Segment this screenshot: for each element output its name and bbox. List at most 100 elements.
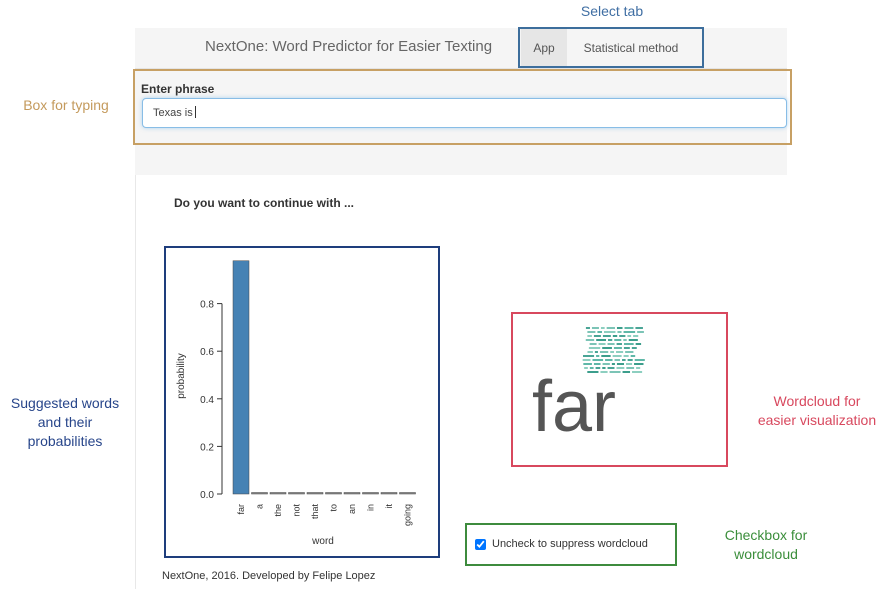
bar-it xyxy=(380,492,398,495)
wordcloud-small-word xyxy=(602,335,611,337)
wordcloud-highlight-box xyxy=(511,312,728,467)
panel-divider xyxy=(135,175,136,589)
y-tick-label: 0.4 xyxy=(200,395,214,406)
bar-in xyxy=(362,492,379,495)
typing-highlight-box xyxy=(133,69,792,145)
wordcloud-small-word xyxy=(616,351,624,353)
x-tick-label-in: in xyxy=(366,504,376,511)
wordcloud-checkbox-row[interactable]: Uncheck to suppress wordcloud xyxy=(475,538,648,550)
annot-checkbox: Checkbox for wordcloud xyxy=(724,527,808,562)
wordcloud-small-word xyxy=(608,339,613,341)
wordcloud-small-word xyxy=(585,327,590,329)
y-tick-label: 0.2 xyxy=(200,442,214,453)
wordcloud-small-word xyxy=(607,343,615,345)
wordcloud-small-word xyxy=(616,363,625,365)
wordcloud-small-word xyxy=(589,343,597,345)
wordcloud-small-word xyxy=(606,327,615,329)
wordcloud-small-word xyxy=(635,327,643,329)
wordcloud-small-word xyxy=(622,371,631,373)
wordcloud-small-word xyxy=(627,359,633,361)
wordcloud-small-word xyxy=(628,339,638,341)
wordcloud-small-word xyxy=(587,335,592,337)
wordcloud-small-word xyxy=(612,355,622,357)
wordcloud-small-word xyxy=(616,327,623,329)
wordcloud-main-word: far xyxy=(532,367,616,447)
wordcloud-small-word xyxy=(626,367,635,369)
wordcloud-small-word xyxy=(627,335,632,337)
wordcloud-small-word xyxy=(617,331,622,333)
wordcloud-small-word xyxy=(616,367,625,369)
wordcloud-small-word xyxy=(622,359,626,361)
bar-going xyxy=(399,492,416,495)
wordcloud-small-word xyxy=(604,331,616,333)
wordcloud-small-word xyxy=(614,339,622,341)
wordcloud-small-word xyxy=(602,363,610,365)
x-tick-label-the: the xyxy=(273,504,283,517)
wordcloud-checkbox-label[interactable]: Uncheck to suppress wordcloud xyxy=(492,538,648,550)
x-tick-label-going: going xyxy=(403,504,413,526)
wordcloud-small-word xyxy=(626,363,633,365)
bar-an xyxy=(343,492,361,495)
x-tick-label-a: a xyxy=(255,504,265,509)
annot-wordcloud: Wordcloud for easier visualization xyxy=(757,393,877,428)
checkbox-highlight-box xyxy=(465,523,677,566)
bar-that xyxy=(306,492,324,495)
wordcloud-small-word xyxy=(596,339,607,341)
y-axis-label: probability xyxy=(176,353,187,399)
wordcloud-small-word xyxy=(634,359,645,361)
wordcloud-small-word xyxy=(600,371,608,373)
wordcloud-small-word xyxy=(601,355,611,357)
continue-question: Do you want to continue with ... xyxy=(174,196,354,210)
x-tick-label-not: not xyxy=(292,504,302,517)
wordcloud-small-word xyxy=(593,335,601,337)
wordcloud-small-word xyxy=(634,363,644,365)
tab-app[interactable]: App xyxy=(521,28,567,68)
wordcloud-small-word xyxy=(623,347,630,349)
wordcloud-small-word xyxy=(632,371,643,373)
bar-not xyxy=(288,492,305,495)
y-tick-label: 0.8 xyxy=(200,300,214,311)
x-tick-label-it: it xyxy=(384,504,394,509)
wordcloud-small-word xyxy=(616,343,622,345)
wordcloud-small-word xyxy=(600,327,605,329)
wordcloud-small-word xyxy=(594,351,598,353)
footer-text: NextOne, 2016. Developed by Felipe Lopez xyxy=(162,570,376,582)
wordcloud-small-word xyxy=(583,355,595,357)
wordcloud-small-word xyxy=(623,343,634,345)
wordcloud-small-word xyxy=(613,347,622,349)
wordcloud-small-word xyxy=(607,367,615,369)
input-label: Enter phrase xyxy=(141,82,215,96)
wordcloud-small-word xyxy=(623,331,636,333)
wordcloud-small-word xyxy=(587,371,599,373)
wordcloud-checkbox[interactable] xyxy=(475,538,486,550)
wordcloud-small-word xyxy=(633,335,639,337)
app-brand: NextOne: Word Predictor for Easier Texti… xyxy=(205,38,493,55)
input-panel: Enter phrase Texas is xyxy=(135,70,787,175)
x-tick-label-far: far xyxy=(236,504,246,515)
wordcloud: far xyxy=(532,327,645,447)
wordcloud-small-word xyxy=(599,351,609,353)
wordcloud-small-word xyxy=(619,335,626,337)
annot-suggested-words: Suggested words and their probabilities xyxy=(10,395,120,449)
bar-a xyxy=(251,492,268,495)
tab-statistical-method[interactable]: Statistical method xyxy=(583,41,679,55)
wordcloud-small-word xyxy=(635,343,642,345)
wordcloud-small-word xyxy=(623,355,629,357)
x-axis-label: word xyxy=(311,536,334,547)
wordcloud-small-word xyxy=(587,331,596,333)
x-tick-label-that: that xyxy=(310,504,320,520)
y-tick-label: 0.6 xyxy=(200,347,214,358)
wordcloud-small-word xyxy=(610,351,615,353)
wordcloud-small-word xyxy=(588,347,601,349)
wordcloud-small-word xyxy=(625,351,634,353)
wordcloud-small-word xyxy=(612,335,618,337)
wordcloud-small-word xyxy=(630,355,636,357)
wordcloud-small-word xyxy=(585,339,595,341)
wordcloud-small-word xyxy=(598,343,606,345)
wordcloud-small-word xyxy=(637,331,644,333)
wordcloud-small-word xyxy=(583,363,592,365)
wordcloud-small-word xyxy=(636,367,641,369)
wordcloud-small-word xyxy=(611,363,615,365)
phrase-input[interactable]: Texas is xyxy=(142,98,787,128)
y-tick-label: 0.0 xyxy=(200,490,214,501)
